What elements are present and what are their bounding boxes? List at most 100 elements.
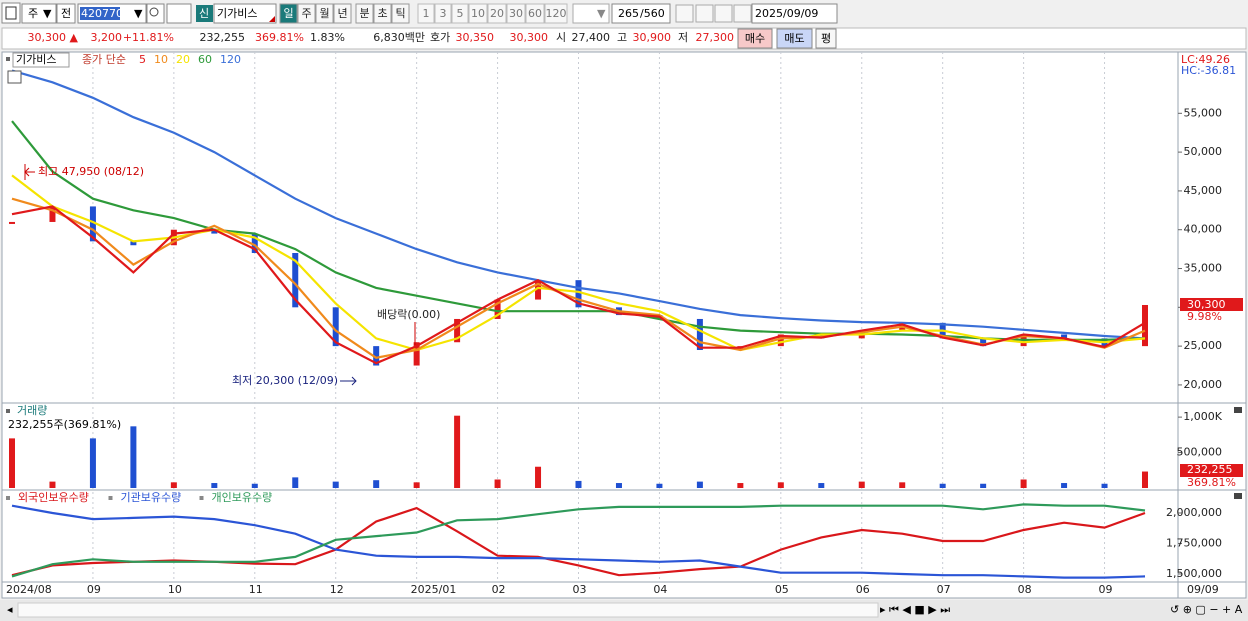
y-tick-label: 20,000	[1184, 378, 1223, 391]
panel-close-icon[interactable]	[1234, 407, 1242, 413]
volume-bar	[332, 481, 339, 488]
price-candle	[575, 280, 582, 308]
prev-button[interactable]	[56, 3, 76, 24]
name-input[interactable]	[213, 3, 277, 24]
change-label: 9.98%	[1187, 310, 1222, 323]
cursor-date-label: 09/09	[1187, 583, 1219, 596]
volume-bar	[130, 426, 137, 488]
menu-icon[interactable]	[1, 2, 21, 24]
annotation-arrow	[340, 376, 357, 386]
volume-bar	[89, 438, 96, 488]
calendar-icon[interactable]	[7, 70, 22, 84]
date-input[interactable]	[751, 3, 838, 24]
unit-select[interactable]	[572, 3, 610, 24]
info-item: 30,300 ▲	[28, 31, 79, 44]
moving-average-line	[11, 69, 1146, 340]
scroll-track[interactable]	[17, 602, 879, 618]
interval-button[interactable]	[451, 3, 469, 24]
legend-entry: 개인보유수량	[212, 491, 273, 504]
legend-bullet	[6, 409, 10, 413]
legend-entry: 10	[154, 53, 168, 66]
zoom-controls[interactable]: ↺ ⊕ ▢ − + A	[1170, 603, 1243, 616]
interval-label: 10	[471, 7, 485, 20]
tool-icon[interactable]	[733, 4, 752, 23]
info-item: 시	[556, 31, 566, 44]
legend-entry: 120	[220, 53, 241, 66]
y-tick-label: 40,000	[1184, 223, 1223, 236]
x-tick-label: 10	[168, 583, 182, 596]
period-button[interactable]	[297, 3, 316, 24]
hc-label: HC:-36.81	[1181, 64, 1236, 77]
price-candle	[413, 342, 420, 366]
order-button-label: 평	[821, 32, 831, 45]
period-button[interactable]	[279, 3, 298, 24]
interval-label: 60	[528, 7, 542, 20]
interval-button[interactable]	[544, 3, 568, 24]
period-button[interactable]	[391, 3, 410, 24]
tool-icon[interactable]	[714, 4, 733, 23]
volume-bar	[211, 483, 218, 488]
x-tick-label: 12	[330, 583, 344, 596]
interval-label: 30	[509, 7, 523, 20]
count-input[interactable]	[611, 3, 671, 24]
volume-bar	[1020, 479, 1027, 488]
info-item: 27,400	[572, 31, 611, 44]
scroll-left[interactable]: ◂	[7, 603, 13, 616]
price-candle	[373, 346, 380, 366]
interval-button[interactable]	[434, 3, 452, 24]
panel-close-icon[interactable]	[1234, 493, 1242, 499]
period-button[interactable]	[333, 3, 352, 24]
moving-average-line	[11, 174, 1146, 352]
volume-bar	[818, 483, 825, 488]
interval-button[interactable]	[417, 3, 435, 24]
search-button[interactable]	[146, 3, 165, 24]
x-tick-label: 02	[492, 583, 506, 596]
count-text: 265	[618, 7, 639, 20]
search-icon	[149, 7, 159, 17]
volume-bar	[454, 415, 461, 488]
volume-title: 거래량	[17, 404, 47, 417]
info-item: 저	[678, 31, 688, 44]
interval-button[interactable]	[525, 3, 545, 24]
price-candle	[292, 252, 299, 308]
interval-button[interactable]	[487, 3, 507, 24]
period-button[interactable]	[373, 3, 392, 24]
price-candle	[49, 206, 56, 222]
price-candle	[211, 229, 218, 234]
volume-bar	[696, 481, 703, 488]
moving-average-line	[11, 205, 1146, 365]
legend-stock-box	[12, 52, 70, 68]
volume-bar	[494, 479, 501, 488]
x-tick-label: 11	[249, 583, 263, 596]
new-badge-label: 신	[199, 7, 209, 20]
period-button[interactable]	[355, 3, 374, 24]
scroll-controls[interactable]: ▸ ⏮ ◀ ■ ▶ ⏭	[880, 603, 950, 616]
period-label: 일	[283, 6, 293, 20]
info-item: 369.81%	[255, 31, 304, 44]
volume-bar	[615, 483, 622, 488]
info-item: 호가	[430, 31, 450, 44]
info-item: 30,350	[456, 31, 495, 44]
x-tick-label: 09	[1099, 583, 1113, 596]
price-candle	[1061, 334, 1068, 339]
interval-button[interactable]	[506, 3, 526, 24]
period-label: 년	[337, 7, 347, 20]
order-button[interactable]	[737, 28, 773, 49]
total-text: /560	[640, 7, 665, 20]
order-button[interactable]	[776, 28, 813, 49]
volume-subtitle: 232,255주(369.81%)	[8, 418, 121, 431]
volume-bar	[899, 482, 906, 488]
interval-button[interactable]	[468, 3, 488, 24]
menu-icon-glyph	[5, 6, 17, 20]
current-volume-box	[1180, 464, 1243, 477]
tool-icon[interactable]	[675, 4, 694, 23]
volume-bar	[413, 482, 420, 488]
market-select[interactable]	[21, 3, 57, 24]
tool-icon[interactable]	[695, 4, 714, 23]
period-button[interactable]	[315, 3, 334, 24]
sound-button[interactable]	[166, 3, 192, 24]
price-candle	[454, 318, 461, 343]
volume-bar	[292, 477, 299, 488]
order-button[interactable]	[815, 28, 837, 49]
